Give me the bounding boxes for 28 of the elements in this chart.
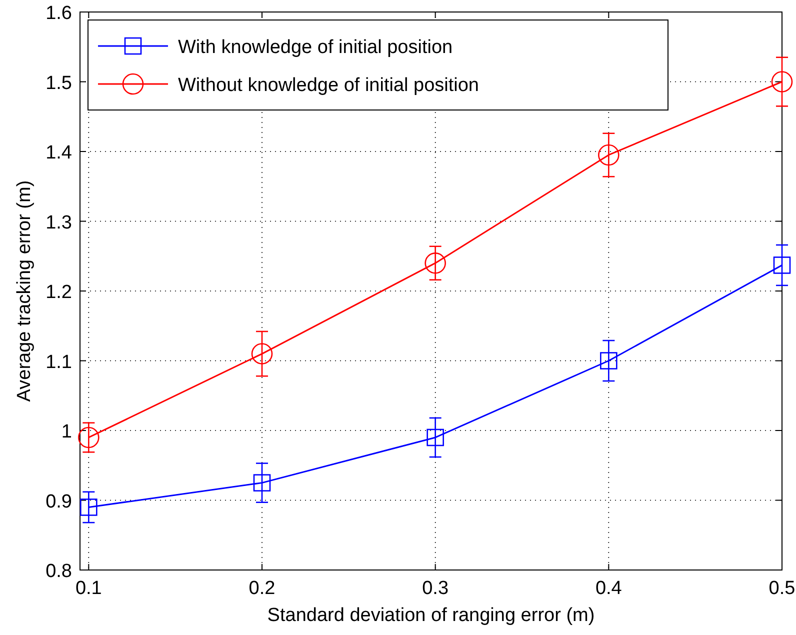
x-tick-label: 0.4 (595, 578, 622, 599)
x-tick-label: 0.1 (75, 578, 102, 599)
y-tick-label: 1.6 (46, 3, 72, 24)
point (600, 352, 618, 370)
y-tick-label: 1.2 (46, 282, 72, 303)
y-tick-label: 1.5 (46, 72, 72, 94)
x-tick-label: 0.2 (248, 578, 276, 599)
legend-label: With knowledge of initial position (178, 37, 453, 58)
y-tick-label: 1.1 (46, 352, 72, 373)
point (426, 428, 444, 446)
point (773, 256, 791, 274)
y-tick-label: 1 (61, 422, 72, 442)
point (253, 474, 271, 492)
y-tick-label: 0.9 (46, 491, 72, 512)
y-tick-label: 1.4 (46, 142, 72, 164)
legend-label: Without knowledge of initial position (178, 75, 480, 96)
point (598, 144, 620, 166)
x-tick-label: 0.3 (422, 578, 449, 599)
point (78, 426, 100, 448)
y-tick-label: 1.3 (46, 212, 72, 234)
x-tick-label: 0.5 (768, 578, 796, 599)
y-axis-title: Average tracking error (m) (14, 180, 35, 402)
point (771, 71, 793, 92)
x-axis-title: Standard deviation of ranging error (m) (267, 605, 595, 626)
point (80, 498, 98, 516)
point (424, 252, 446, 274)
point (251, 343, 273, 364)
y-tick-label: 0.8 (46, 561, 72, 582)
